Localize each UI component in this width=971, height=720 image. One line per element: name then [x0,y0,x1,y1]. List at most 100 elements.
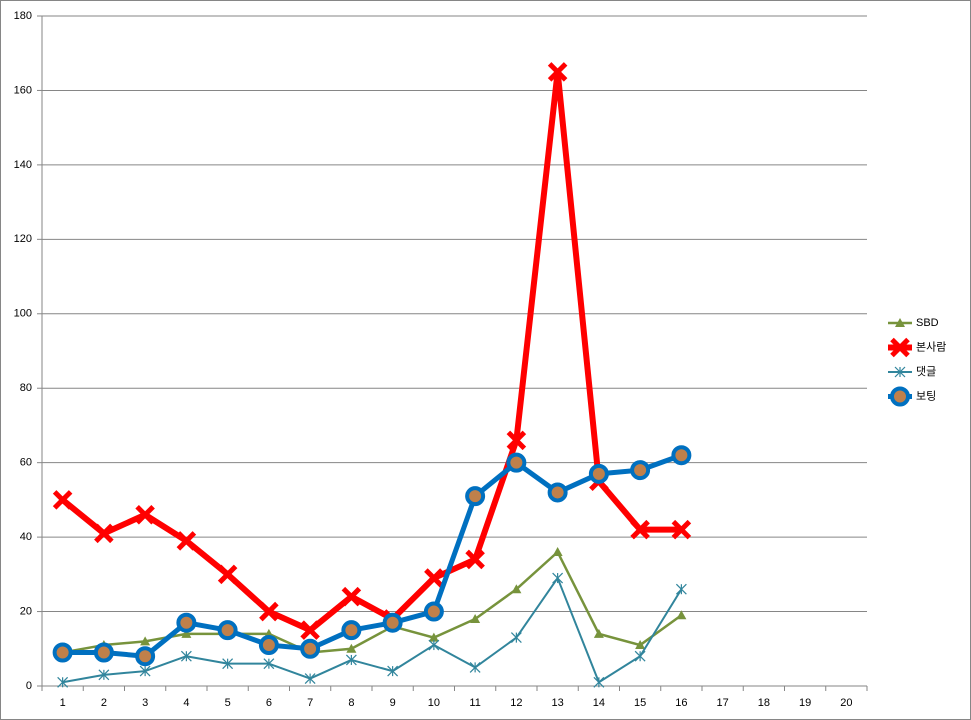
y-tick-label: 100 [14,308,32,320]
marker [890,386,910,407]
marker-stroke [890,337,910,358]
marker [387,665,399,677]
x-tick-label: 19 [799,697,811,709]
marker [176,612,197,633]
marker [341,586,362,607]
marker [382,612,403,633]
y-tick-label: 80 [20,382,32,394]
marker-shape [346,643,357,653]
y-tick-label: 60 [20,457,32,469]
x-tick-label: 2 [101,697,107,709]
marker [259,601,279,622]
legend-label: 보팅 [916,389,936,402]
marker [676,610,687,620]
marker [671,445,692,466]
series-line [62,452,683,659]
marker [465,549,485,570]
marker-stroke [94,523,114,544]
x-tick-label: 15 [634,697,646,709]
legend-label: SBD [916,317,939,329]
marker [593,628,604,638]
x-tick-label: 17 [717,697,729,709]
marker [675,583,687,595]
x-tick-label: 5 [225,697,231,709]
marker-shape [630,460,651,481]
legend-label: 본사람 [916,340,946,353]
marker [176,531,197,551]
marker-shape [593,628,604,638]
marker-stroke [424,568,444,588]
marker-stroke [259,601,279,622]
marker [300,638,321,659]
marker-shape [470,614,481,623]
marker [304,673,316,684]
marker-shape [671,445,692,466]
marker-shape [635,640,646,650]
marker-shape [423,601,444,622]
series-line [60,68,682,634]
legend-label: 댓글 [916,365,936,378]
marker [423,601,444,622]
marker [630,519,650,540]
marker [630,460,651,481]
marker [139,665,151,677]
marker-shape [506,452,527,473]
marker [552,547,563,556]
marker-shape [135,646,156,667]
marker-stroke [176,531,197,551]
marker-shape [895,318,905,327]
x-tick-label: 10 [428,697,440,709]
marker [217,564,238,585]
marker [300,620,320,640]
x-tick-label: 20 [840,697,852,709]
legend-item: 댓글 [888,365,936,378]
marker [428,632,439,642]
marker [894,366,906,378]
marker-shape [382,612,403,633]
marker-shape [181,628,192,638]
marker-stroke [630,519,650,540]
marker [465,486,486,507]
x-tick-label: 4 [183,697,189,709]
marker-stroke [341,586,362,607]
marker [181,628,192,638]
marker [263,658,275,670]
marker [222,658,234,670]
marker [94,523,114,544]
marker [217,620,238,641]
y-tick-label: 180 [14,10,32,22]
x-tick-label: 13 [552,697,564,709]
marker [428,639,440,651]
marker [547,62,568,82]
marker [98,669,110,681]
marker [52,490,73,510]
legend-item: 보팅 [888,386,936,407]
y-tick-label: 140 [14,159,32,171]
marker [345,654,357,666]
marker [890,337,910,358]
x-tick-label: 12 [510,697,522,709]
marker-shape [465,486,486,507]
marker [135,646,156,667]
marker [470,614,481,623]
marker [52,642,73,663]
marker [57,676,69,688]
x-tick-label: 7 [307,697,313,709]
marker-shape [428,632,439,642]
marker-shape [588,463,609,484]
y-tick-label: 40 [20,531,32,543]
marker [634,650,646,662]
marker-shape [217,620,238,641]
marker [588,463,609,484]
marker-stroke [506,430,527,451]
marker [346,643,357,653]
marker [511,584,522,594]
marker [506,452,527,473]
y-tick-label: 20 [20,605,32,617]
x-tick-label: 16 [675,697,687,709]
marker-stroke [465,549,485,570]
x-tick-label: 8 [348,697,354,709]
marker-shape [140,636,151,646]
